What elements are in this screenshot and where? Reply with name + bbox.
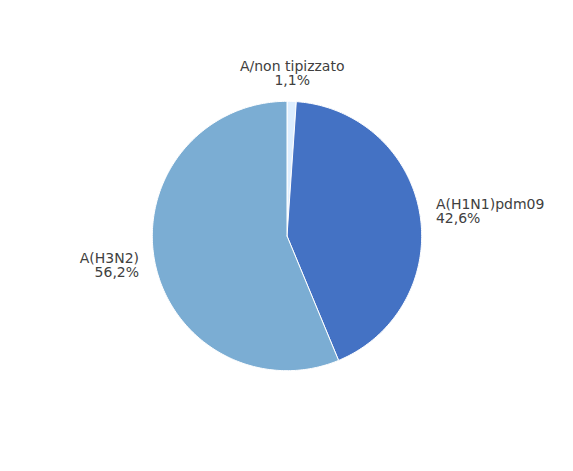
svg-text:A/non tipizzato1,1%: A/non tipizzato1,1% (240, 58, 345, 88)
svg-text:A(H3N2)56,2%: A(H3N2)56,2% (80, 250, 139, 280)
svg-text:A(H1N1)pdm0942,6%: A(H1N1)pdm0942,6% (436, 196, 545, 226)
